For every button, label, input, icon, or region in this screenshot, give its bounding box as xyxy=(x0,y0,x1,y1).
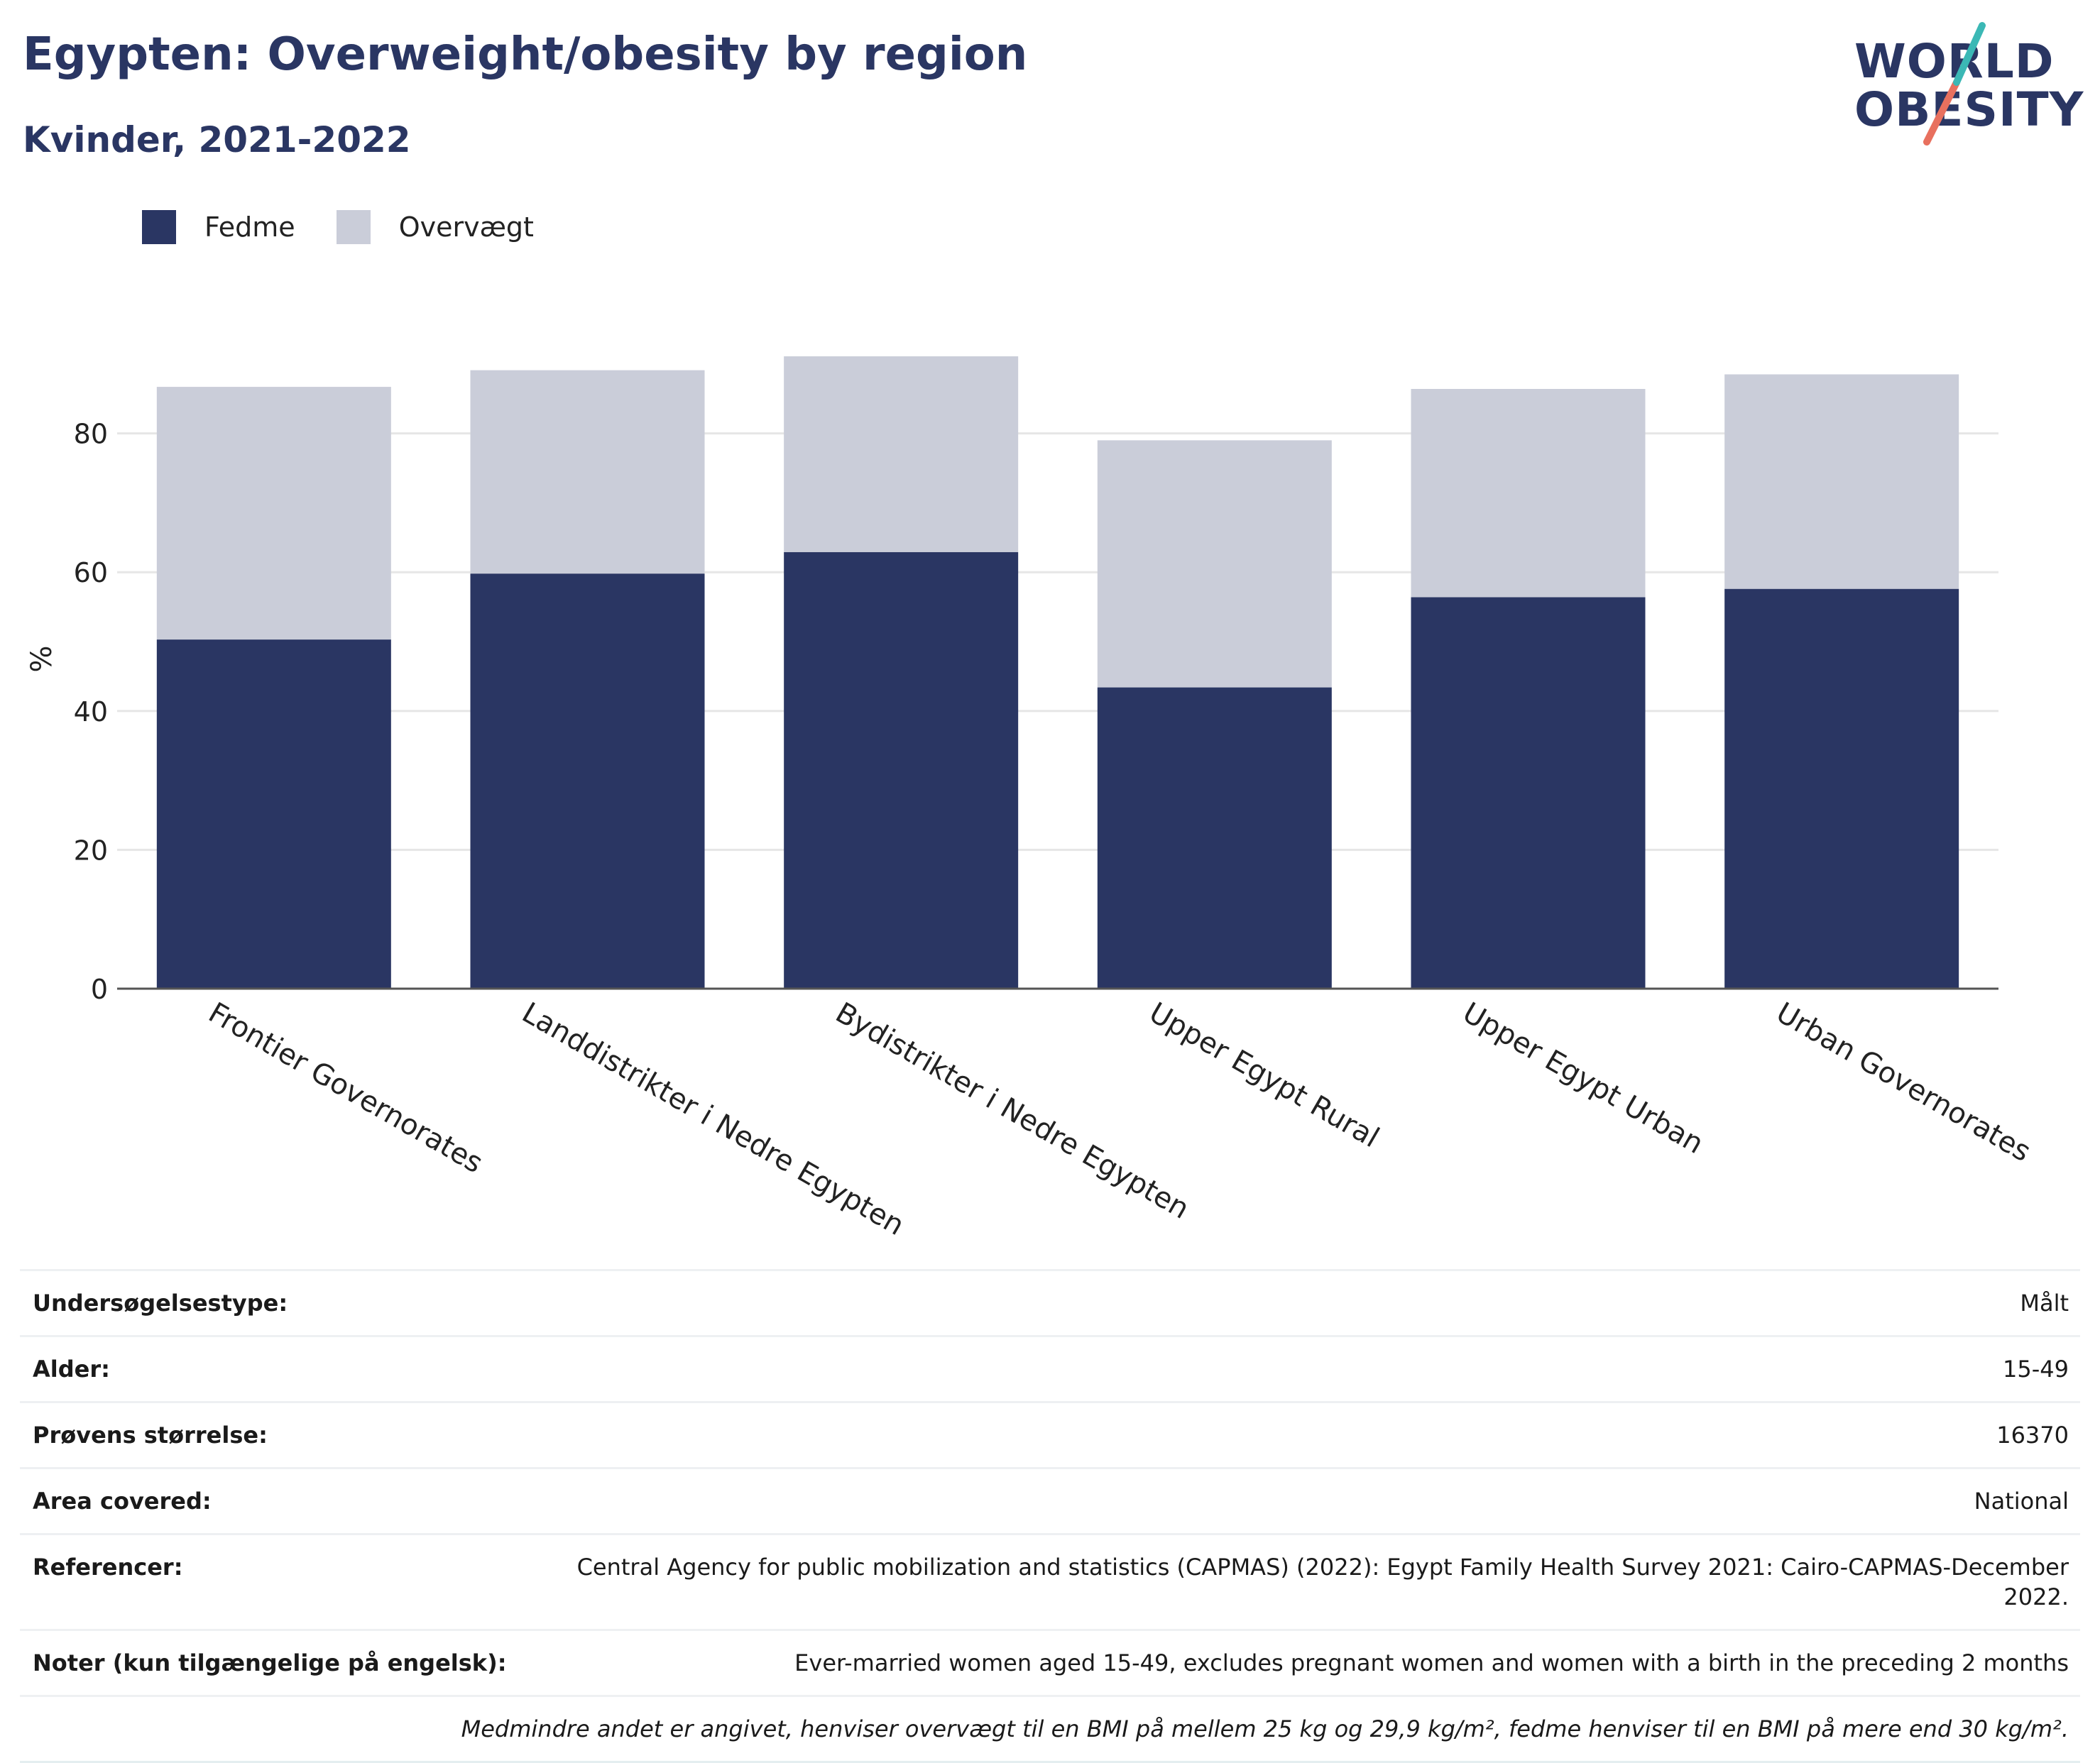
bar-fedme xyxy=(470,573,705,989)
info-footnote: Medmindre andet er angivet, henviser ove… xyxy=(461,1715,2069,1742)
info-table: Undersøgelsestype: Målt Alder: 15-49 Prø… xyxy=(20,1269,2080,1763)
world-obesity-logo: WORLD OBESITY xyxy=(1846,21,2087,149)
info-value: Ever-married women aged 15-49, excludes … xyxy=(794,1649,2069,1676)
y-tick-label: 60 xyxy=(74,557,108,588)
bar-overvaegt xyxy=(470,370,705,574)
legend-item-overvaegt: Overvægt xyxy=(336,210,534,244)
logo-text-obesity: OBESITY xyxy=(1854,82,2084,137)
y-tick-label: 0 xyxy=(91,974,108,1005)
y-tick-label: 80 xyxy=(74,419,108,450)
bar-overvaegt xyxy=(1411,389,1646,598)
x-tick-label: Upper Egypt Rural xyxy=(1144,996,1384,1155)
info-row-age: Alder: 15-49 xyxy=(20,1335,2080,1401)
bar-overvaegt xyxy=(1097,440,1332,688)
y-tick-label: 40 xyxy=(74,696,108,727)
x-tick-label: Upper Egypt Urban xyxy=(1458,996,1710,1160)
info-label: Noter (kun tilgængelige på engelsk): xyxy=(33,1649,507,1676)
bar-overvaegt xyxy=(1724,374,1959,589)
info-row-footnote: Medmindre andet er angivet, henviser ove… xyxy=(20,1695,2080,1763)
legend-item-fedme: Fedme xyxy=(142,210,295,244)
x-tick-label: Bydistrikter i Nedre Egypten xyxy=(830,996,1194,1226)
info-row-survey-type: Undersøgelsestype: Målt xyxy=(20,1269,2080,1335)
info-label: Undersøgelsestype: xyxy=(33,1290,288,1317)
bar-fedme xyxy=(1411,597,1646,989)
chart-subtitle: Kvinder, 2021-2022 xyxy=(23,119,411,160)
legend-swatch-overvaegt xyxy=(336,210,371,244)
info-value: Central Agency for public mobilization a… xyxy=(576,1554,2069,1610)
bar-overvaegt xyxy=(784,356,1019,552)
logo-slash-icon xyxy=(1923,22,1986,145)
info-label: Alder: xyxy=(33,1356,110,1383)
legend-label-overvaegt: Overvægt xyxy=(398,212,534,243)
legend-swatch-fedme xyxy=(142,210,176,244)
info-label: Area covered: xyxy=(33,1488,212,1515)
x-tick-label: Frontier Governorates xyxy=(203,996,488,1180)
info-label: Prøvens størrelse: xyxy=(33,1422,268,1449)
bar-fedme xyxy=(1097,687,1332,989)
info-value: National xyxy=(1974,1488,2069,1515)
x-tick-label: Urban Governorates xyxy=(1771,996,2036,1168)
legend-label-fedme: Fedme xyxy=(204,212,295,243)
info-value: Målt xyxy=(2020,1290,2069,1317)
info-row-sample-size: Prøvens størrelse: 16370 xyxy=(20,1401,2080,1467)
info-row-area-covered: Area covered: National xyxy=(20,1467,2080,1533)
y-axis-label: % xyxy=(26,645,58,672)
bar-overvaegt xyxy=(156,387,391,640)
chart-title: Egypten: Overweight/obesity by region xyxy=(23,28,1028,81)
chart-legend: Fedme Overvægt xyxy=(142,210,575,244)
bar-fedme xyxy=(1724,588,1959,989)
info-value: 16370 xyxy=(1996,1422,2069,1449)
info-row-references: Referencer: Central Agency for public mo… xyxy=(20,1533,2080,1629)
bar-fedme xyxy=(156,639,391,989)
info-label: Referencer: xyxy=(33,1554,183,1581)
info-value: 15-49 xyxy=(2003,1356,2069,1383)
y-tick-label: 20 xyxy=(74,835,108,866)
bar-fedme xyxy=(784,551,1019,989)
info-row-notes: Noter (kun tilgængelige på engelsk): Eve… xyxy=(20,1629,2080,1695)
